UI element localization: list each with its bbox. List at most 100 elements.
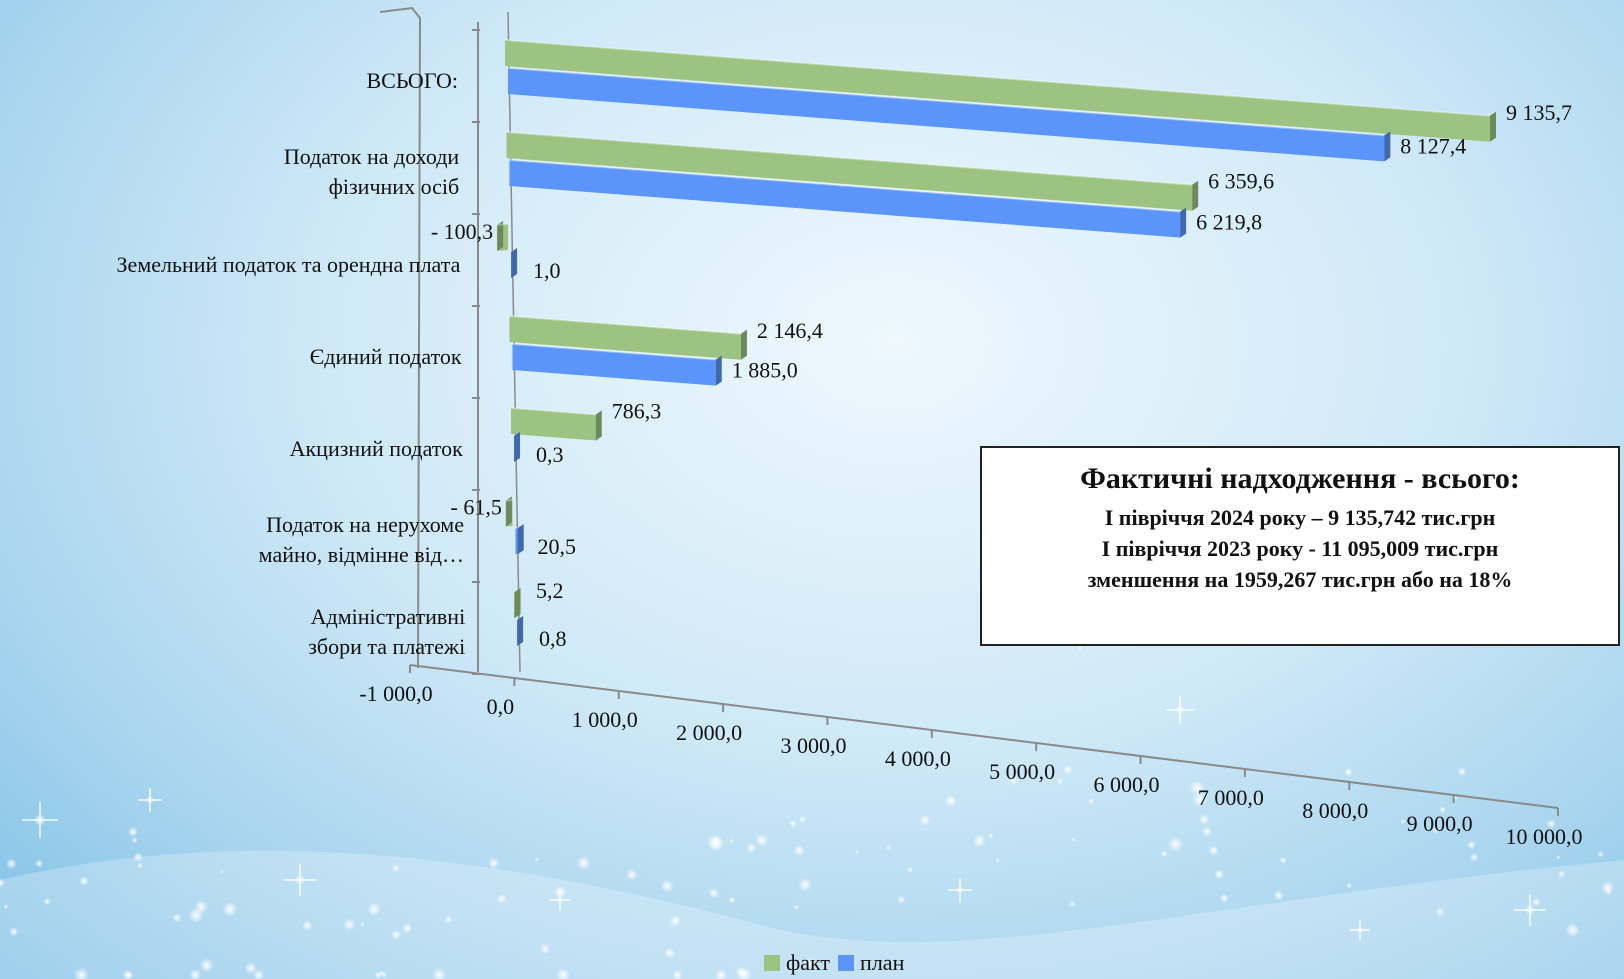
sparkle (391, 864, 400, 873)
x-tick-label: -1 000,0 (359, 681, 432, 706)
sparkle (222, 901, 238, 917)
sparkle (885, 844, 892, 851)
sparkle (788, 819, 798, 828)
bar-side-факт-0 (1490, 111, 1496, 142)
sparkle (1565, 923, 1580, 938)
sparkle (1096, 777, 1103, 785)
sparkle (798, 877, 813, 892)
sparkle (381, 972, 388, 978)
x-tick-label: 0,0 (487, 694, 515, 719)
sparkle (367, 902, 381, 917)
sparkle (663, 947, 676, 959)
bar-план-1 (509, 160, 1181, 238)
sparkle (133, 852, 144, 862)
category-label: Єдиний податок (310, 344, 462, 369)
value-label: 5,2 (536, 578, 564, 603)
sparkle (728, 896, 736, 904)
bar-side-план-4 (514, 432, 521, 463)
bar-факт-1 (506, 132, 1193, 211)
bar-highlight (506, 131, 1193, 186)
value-label: - 100,3 (431, 219, 493, 244)
star-sparkle (550, 890, 570, 910)
bar-highlight (509, 315, 741, 335)
value-label: 0,3 (536, 442, 564, 467)
sparkle (1198, 814, 1210, 825)
sparkle (668, 914, 682, 928)
sparkle (1546, 819, 1556, 829)
sparkle (1457, 767, 1467, 776)
sparkle (1469, 852, 1479, 862)
sparkle (556, 968, 571, 979)
sparkle (360, 922, 365, 927)
bar-план-5 (515, 528, 518, 555)
bar-highlight (510, 407, 596, 416)
value-label: 8 127,4 (1400, 133, 1466, 158)
sparkle (729, 838, 734, 844)
sparkle (343, 918, 356, 931)
back-wall-frame (379, 6, 422, 669)
sparkle (1344, 768, 1353, 777)
bar-side-факт-5 (505, 496, 512, 527)
sparkle (672, 969, 683, 979)
category-label: Податок на доходи (284, 144, 460, 169)
legend-swatch-fact (764, 955, 780, 971)
summary-line-2023: І півріччя 2023 року - 11 095,009 тис.гр… (1101, 536, 1499, 561)
sparkle (0, 878, 5, 888)
bar-факт-6 (514, 592, 515, 619)
sparkle (1070, 836, 1076, 843)
bar-side-факт-1 (1192, 180, 1199, 211)
sparkle (944, 794, 957, 807)
sparkle (896, 895, 906, 905)
sparkle (1279, 856, 1287, 865)
sparkle (919, 814, 931, 826)
sparkle (907, 866, 914, 873)
sparkle (431, 967, 447, 979)
sparkle (73, 967, 90, 979)
legend-item-plan: план (838, 950, 904, 976)
bar-side-план-2 (511, 248, 518, 279)
category-label: Податок на нерухоме (266, 512, 464, 537)
sparkle (1192, 792, 1208, 808)
bar-факт-0 (505, 40, 1490, 142)
x-axis (409, 664, 1559, 809)
bar-highlight (505, 499, 513, 502)
sparkle (189, 969, 202, 979)
legend-label-plan: план (860, 950, 905, 975)
value-label: 6 219,8 (1196, 210, 1262, 235)
value-label: 2 146,4 (757, 318, 823, 343)
sparkle (1088, 798, 1095, 805)
sparkle (1214, 869, 1225, 880)
sparkle (172, 913, 182, 923)
bar-план-0 (508, 68, 1385, 162)
category-label: Земельний податок та орендна плата (117, 252, 461, 277)
sparkle (1400, 819, 1406, 825)
sparkle (798, 815, 806, 824)
sparkle (391, 929, 402, 941)
x-tick-label: 7 000,0 (1198, 785, 1264, 810)
sparkle (199, 958, 214, 973)
sparkle (793, 904, 800, 910)
sparkle (125, 971, 133, 979)
sparkle (137, 862, 143, 869)
x-tick-label: 9 000,0 (1407, 811, 1473, 836)
sparkle (244, 961, 258, 975)
value-label: 20,5 (538, 534, 577, 559)
sparkle (534, 857, 540, 863)
category-label: Адміністративні (311, 604, 466, 629)
sparkle (793, 844, 805, 857)
sparkle (625, 868, 638, 881)
sparkle (708, 887, 720, 899)
value-label: 6 359,6 (1208, 169, 1274, 194)
sparkle (1201, 826, 1213, 837)
sparkle (1068, 900, 1076, 908)
sparkle (127, 826, 139, 838)
x-tick-label: 3 000,0 (780, 733, 846, 758)
sparkle (444, 915, 453, 924)
light-wave (0, 850, 1624, 979)
sparkle (707, 833, 723, 850)
sparkle (401, 923, 413, 934)
sparkle (1466, 840, 1476, 850)
bar-highlight (507, 67, 1385, 137)
bar-side-факт-2 (497, 220, 504, 251)
bar-highlight (504, 39, 1491, 117)
